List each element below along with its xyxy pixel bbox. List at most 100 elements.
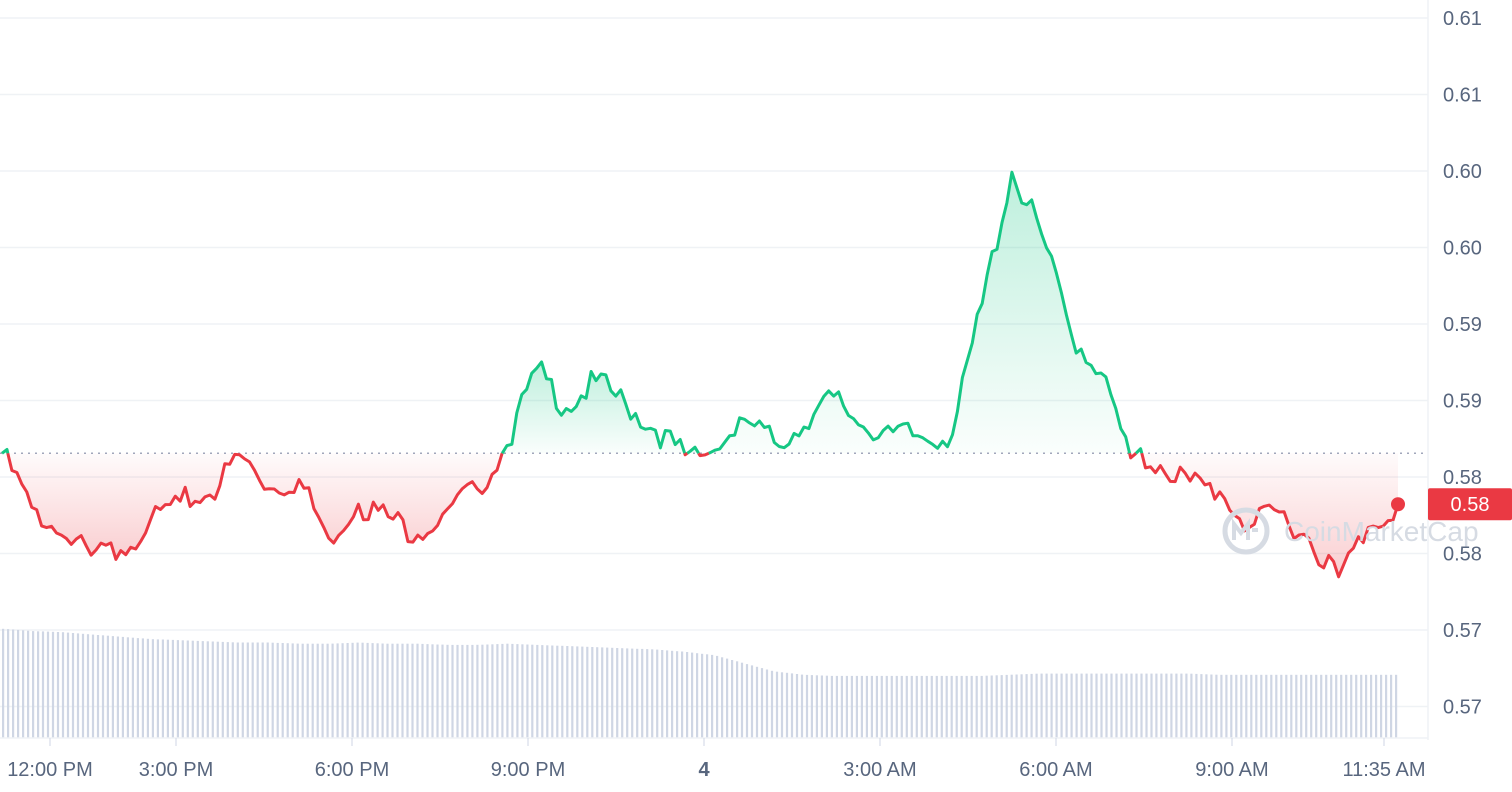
volume-bar (1280, 674, 1283, 739)
volume-bar (706, 654, 709, 738)
volume-bar (745, 664, 749, 738)
grid-lines (0, 17, 1428, 708)
volume-bar (1345, 674, 1348, 739)
x-tick-label: 12:00 PM (7, 759, 93, 781)
volume-bar (850, 675, 853, 738)
line-segment-up (1134, 447, 1144, 455)
volume-bar (391, 643, 394, 738)
volume-bar (1120, 673, 1123, 738)
volume-bar (221, 641, 224, 738)
volume-bar (456, 644, 459, 739)
volume-bar (416, 643, 419, 738)
volume-bar (71, 633, 75, 738)
volume-bar (266, 642, 269, 738)
volume-bar (1290, 674, 1293, 739)
volume-bar (27, 630, 30, 738)
volume-bar (516, 644, 519, 738)
volume-bar (795, 674, 799, 738)
watermark-text: CoinMarketCap (1284, 516, 1479, 547)
volume-bar (246, 642, 249, 738)
volume-bar (875, 675, 878, 738)
volume-bar (621, 648, 624, 738)
volume-bar (451, 644, 454, 739)
volume-bar (281, 643, 284, 738)
y-tick-label: 0.61 (1443, 85, 1482, 107)
volume-bar (830, 675, 833, 738)
volume-bar (326, 643, 329, 738)
volume-bar (1365, 674, 1368, 739)
y-tick-label: 0.59 (1443, 314, 1482, 336)
volume-bar (775, 671, 779, 738)
volume-bar (870, 675, 873, 738)
volume-bar (426, 644, 429, 738)
volume-bar (476, 644, 479, 738)
volume-bar (256, 642, 259, 738)
volume-bar (556, 645, 559, 738)
volume-bar (980, 675, 983, 738)
volume-bar (835, 675, 838, 738)
volume-bar (1205, 674, 1208, 738)
volume-bar (306, 643, 309, 738)
volume-bar (1140, 673, 1143, 738)
volume-bar (1250, 674, 1253, 739)
volume-bar (86, 634, 90, 738)
volume-bar (1175, 673, 1178, 738)
line-segment-down (6, 452, 504, 561)
volume-bar (915, 675, 918, 738)
volume-bar (546, 645, 549, 738)
volume-bar (526, 644, 529, 738)
volume-bar (46, 631, 50, 738)
volume-bar (905, 675, 908, 738)
volume-bar (491, 644, 494, 738)
volume-bar (1370, 674, 1373, 739)
volume-bar (855, 675, 858, 738)
y-tick-label: 0.58 (1443, 544, 1482, 566)
volume-bar (96, 635, 100, 738)
volume-bar (571, 646, 574, 738)
volume-bar (1235, 674, 1238, 739)
volume-bar (1040, 673, 1043, 738)
volume-bar (231, 642, 234, 738)
volume-bar (1330, 674, 1333, 739)
volume-bar (1185, 673, 1188, 738)
volume-bar (531, 644, 534, 738)
volume-bar (211, 641, 214, 738)
current-price-badge (1428, 488, 1512, 521)
volume-bar (1100, 673, 1103, 738)
volume-bar (206, 641, 209, 738)
volume-bar (1035, 673, 1038, 738)
volume-bar (406, 643, 409, 738)
volume-bar (716, 655, 719, 738)
volume-bar (1310, 674, 1313, 739)
volume-bar (171, 639, 174, 738)
y-tick-label: 0.57 (1443, 697, 1482, 719)
volume-bar (361, 642, 364, 738)
current-price-label: 0.58 (1451, 494, 1490, 516)
volume-bar (1180, 673, 1183, 738)
y-tick-label: 0.57 (1443, 620, 1482, 642)
line-segment-up (686, 445, 700, 455)
volume-bar (161, 639, 164, 738)
volume-bar (286, 643, 289, 738)
volume-bar (721, 657, 724, 738)
volume-bar (196, 640, 199, 738)
volume-bar (41, 631, 45, 738)
volume-bar (311, 643, 314, 738)
volume-bar (1190, 673, 1193, 738)
volume-bar (895, 675, 898, 738)
volume-bar (666, 650, 669, 738)
volume-bar (1380, 674, 1383, 739)
volume-bar (336, 643, 339, 738)
volume-bar (351, 642, 354, 738)
volume-bar (1240, 674, 1243, 739)
area-below-baseline (7, 453, 503, 560)
volume-bar (865, 675, 868, 738)
volume-bar (296, 643, 299, 738)
volume-bar (1080, 673, 1083, 738)
line-segment-down (1140, 452, 1400, 579)
volume-bar (301, 643, 304, 738)
volume-bar (1095, 673, 1098, 738)
volume-bar (91, 634, 95, 738)
x-tick-label: 6:00 PM (315, 759, 389, 781)
